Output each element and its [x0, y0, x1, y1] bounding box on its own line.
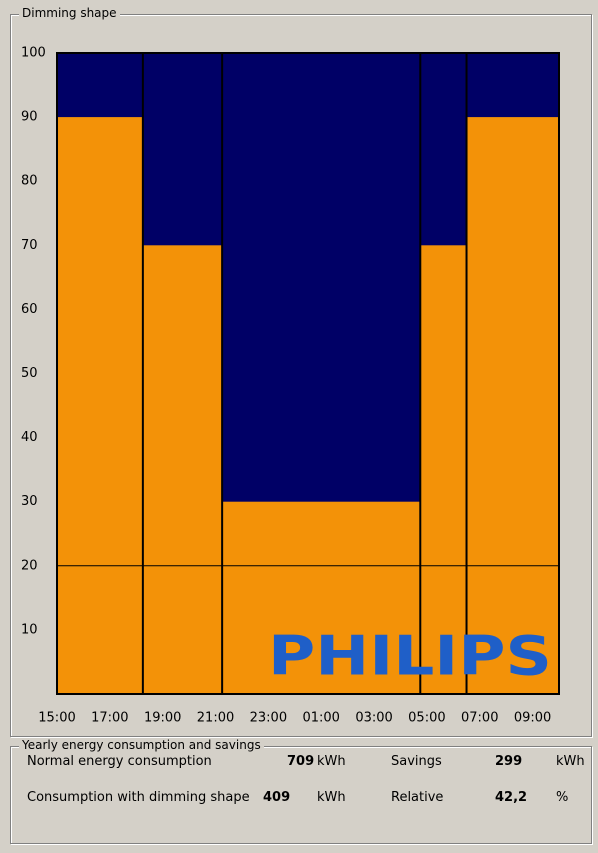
energy-group: Yearly energy consumption and savings No… — [10, 738, 592, 844]
row-label: Consumption with dimming shape — [27, 790, 250, 805]
row-unit: % — [556, 790, 569, 805]
row-label: Relative — [391, 790, 444, 805]
y-tick-label: 10 — [21, 622, 38, 637]
x-tick-label: 03:00 — [355, 711, 392, 726]
y-tick-label: 80 — [21, 174, 38, 189]
group-title: Yearly energy consumption and savings — [19, 738, 264, 752]
row-unit: kWh — [317, 754, 346, 769]
x-tick-label: 17:00 — [91, 711, 128, 726]
y-tick-label: 30 — [21, 494, 38, 509]
plot-border — [56, 52, 560, 695]
bar — [57, 117, 143, 695]
y-tick-label: 40 — [21, 430, 38, 445]
bar — [222, 501, 421, 694]
row-value: 409 — [263, 790, 291, 805]
y-tick-label: 70 — [21, 238, 38, 253]
bar — [420, 245, 467, 695]
y-tick-label: 20 — [21, 558, 38, 573]
row-unit: kWh — [317, 790, 346, 805]
bar — [466, 117, 559, 695]
x-tick-label: 19:00 — [144, 711, 181, 726]
row-value: 709 — [287, 754, 315, 769]
x-tick-label: 09:00 — [514, 711, 551, 726]
x-tick-label: 23:00 — [250, 711, 287, 726]
row-label: Savings — [391, 754, 442, 769]
row-value: 42,2 — [495, 790, 528, 805]
x-tick-label: 21:00 — [197, 711, 234, 726]
row-label: Normal energy consumption — [27, 754, 212, 769]
row-value: 299 — [495, 754, 523, 769]
row-unit: kWh — [556, 754, 585, 769]
group-title: Dimming shape — [19, 6, 120, 20]
x-tick-label: 07:00 — [461, 711, 498, 726]
x-tick-label: 01:00 — [302, 711, 339, 726]
bar — [142, 245, 223, 695]
y-tick-label: 90 — [21, 110, 38, 125]
y-tick-label: 100 — [21, 46, 46, 61]
x-tick-label: 05:00 — [408, 711, 445, 726]
logo: PHILIPS — [268, 625, 552, 688]
x-tick-label: 15:00 — [38, 711, 75, 726]
chart: 10 20 30 40 50 60 70 80 90 100 15:00 17:00 19:00 21:0… — [21, 46, 560, 726]
y-tick-label: 50 — [21, 366, 38, 381]
dimming-group: Dimming shape — [10, 6, 592, 737]
y-tick-label: 60 — [21, 302, 38, 317]
